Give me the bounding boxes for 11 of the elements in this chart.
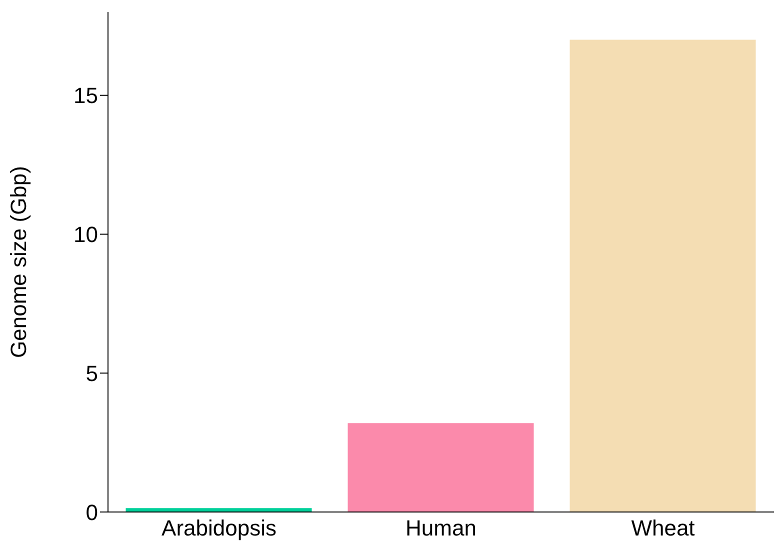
bar bbox=[570, 40, 756, 512]
y-tick-label: 0 bbox=[86, 500, 98, 525]
y-tick-label: 10 bbox=[74, 222, 98, 248]
x-tick-label: Arabidopsis bbox=[162, 516, 276, 541]
x-tick-label: Wheat bbox=[631, 516, 695, 541]
bar bbox=[126, 508, 312, 512]
y-tick-label: 15 bbox=[74, 83, 98, 108]
bar bbox=[348, 423, 534, 512]
y-axis-title: Genome size (Gbp) bbox=[6, 166, 31, 358]
x-tick-label: Human bbox=[406, 516, 476, 541]
y-tick-label: 5 bbox=[86, 360, 98, 386]
